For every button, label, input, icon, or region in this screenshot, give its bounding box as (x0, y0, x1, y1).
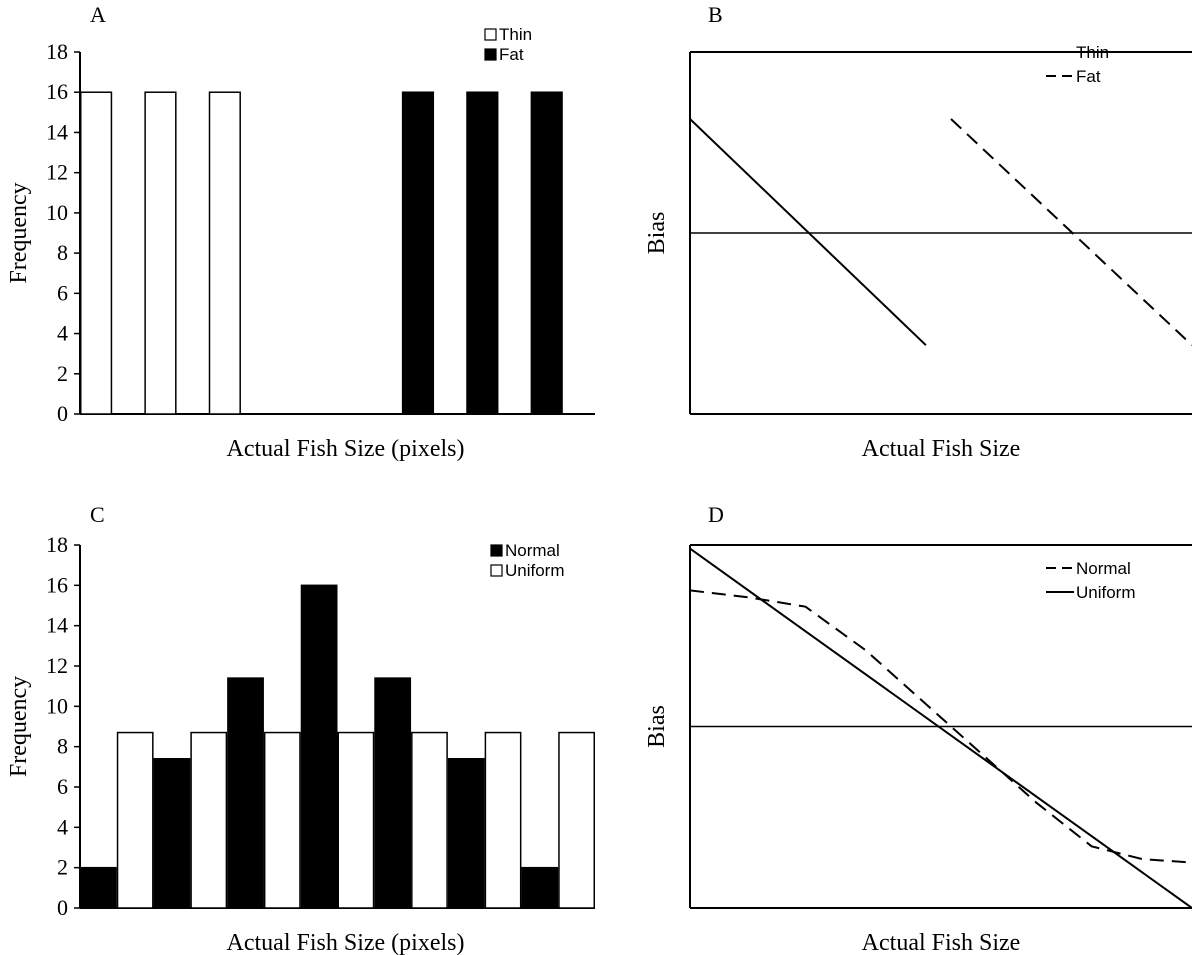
y-axis-label: Bias (644, 705, 670, 748)
y-tick-label: 6 (57, 774, 68, 799)
y-tick-label: 14 (46, 613, 68, 638)
legend-label-normal: Normal (1076, 559, 1131, 578)
y-tick-label: 2 (57, 361, 68, 386)
bar-thin (208, 91, 241, 415)
y-axis-label: Bias (644, 212, 670, 255)
y-axis-label: Frequency (6, 182, 32, 283)
y-tick-label: 18 (46, 39, 68, 64)
legend-swatch-normal (490, 544, 503, 557)
legend-swatch-fat (484, 48, 497, 61)
legend-label-fat: Fat (499, 45, 524, 64)
y-tick-label: 4 (57, 321, 68, 346)
legend-label-fat: Fat (1076, 67, 1101, 86)
y-axis-label: Frequency (6, 676, 32, 777)
panel-label-D: D (708, 502, 724, 527)
x-axis-label: Actual Fish Size (pixels) (227, 930, 465, 955)
y-tick-label: 14 (46, 119, 68, 144)
y-tick-label: 16 (46, 79, 68, 104)
y-tick-label: 2 (57, 855, 68, 880)
legend-label-uniform: Uniform (1076, 583, 1136, 602)
y-tick-label: 10 (46, 693, 68, 718)
panel-label-C: C (90, 502, 105, 527)
bar-fat (530, 91, 563, 415)
series-line-thin (689, 118, 927, 346)
y-tick-label: 12 (46, 653, 68, 678)
y-tick-label: 0 (57, 895, 68, 920)
series-line-uniform (689, 547, 1192, 909)
bar-fat (401, 91, 435, 415)
legend-swatch-thin (484, 28, 497, 41)
series-line-normal (689, 589, 1192, 864)
bar-uniform (411, 731, 448, 909)
x-axis-label: Actual Fish Size (862, 930, 1021, 955)
bar-thin (80, 91, 113, 415)
bar-normal (153, 758, 191, 909)
bar-uniform (484, 731, 522, 909)
bar-uniform (263, 731, 301, 909)
bar-normal (80, 866, 117, 909)
series-line-fat (950, 118, 1192, 346)
bar-thin (144, 91, 177, 415)
x-axis-label: Actual Fish Size (862, 436, 1021, 462)
bar-normal (227, 677, 264, 909)
y-tick-label: 18 (46, 532, 68, 557)
bar-normal (521, 866, 559, 909)
bar-normal (447, 758, 485, 909)
x-axis-label: Actual Fish Size (pixels) (227, 436, 465, 462)
legend-label-normal: Normal (505, 541, 560, 560)
bar-normal (374, 677, 412, 909)
bar-uniform (558, 731, 596, 909)
bar-uniform (116, 731, 154, 909)
panel-label-A: A (90, 2, 106, 27)
y-tick-label: 8 (57, 734, 68, 759)
legend-label-thin: Thin (1076, 43, 1109, 62)
legend-label-thin: Thin (499, 25, 532, 44)
bar-fat (466, 91, 499, 415)
panel-label-B: B (708, 2, 723, 27)
y-tick-label: 8 (57, 240, 68, 265)
bar-normal (300, 584, 338, 909)
y-tick-label: 12 (46, 160, 68, 185)
legend-label-uniform: Uniform (505, 561, 565, 580)
y-tick-label: 0 (57, 401, 68, 426)
y-tick-label: 4 (57, 814, 68, 839)
bar-uniform (190, 731, 228, 909)
y-tick-label: 16 (46, 572, 68, 597)
y-tick-label: 6 (57, 280, 68, 305)
legend-swatch-uniform (490, 564, 503, 577)
y-tick-label: 10 (46, 200, 68, 225)
bar-uniform (337, 731, 375, 909)
